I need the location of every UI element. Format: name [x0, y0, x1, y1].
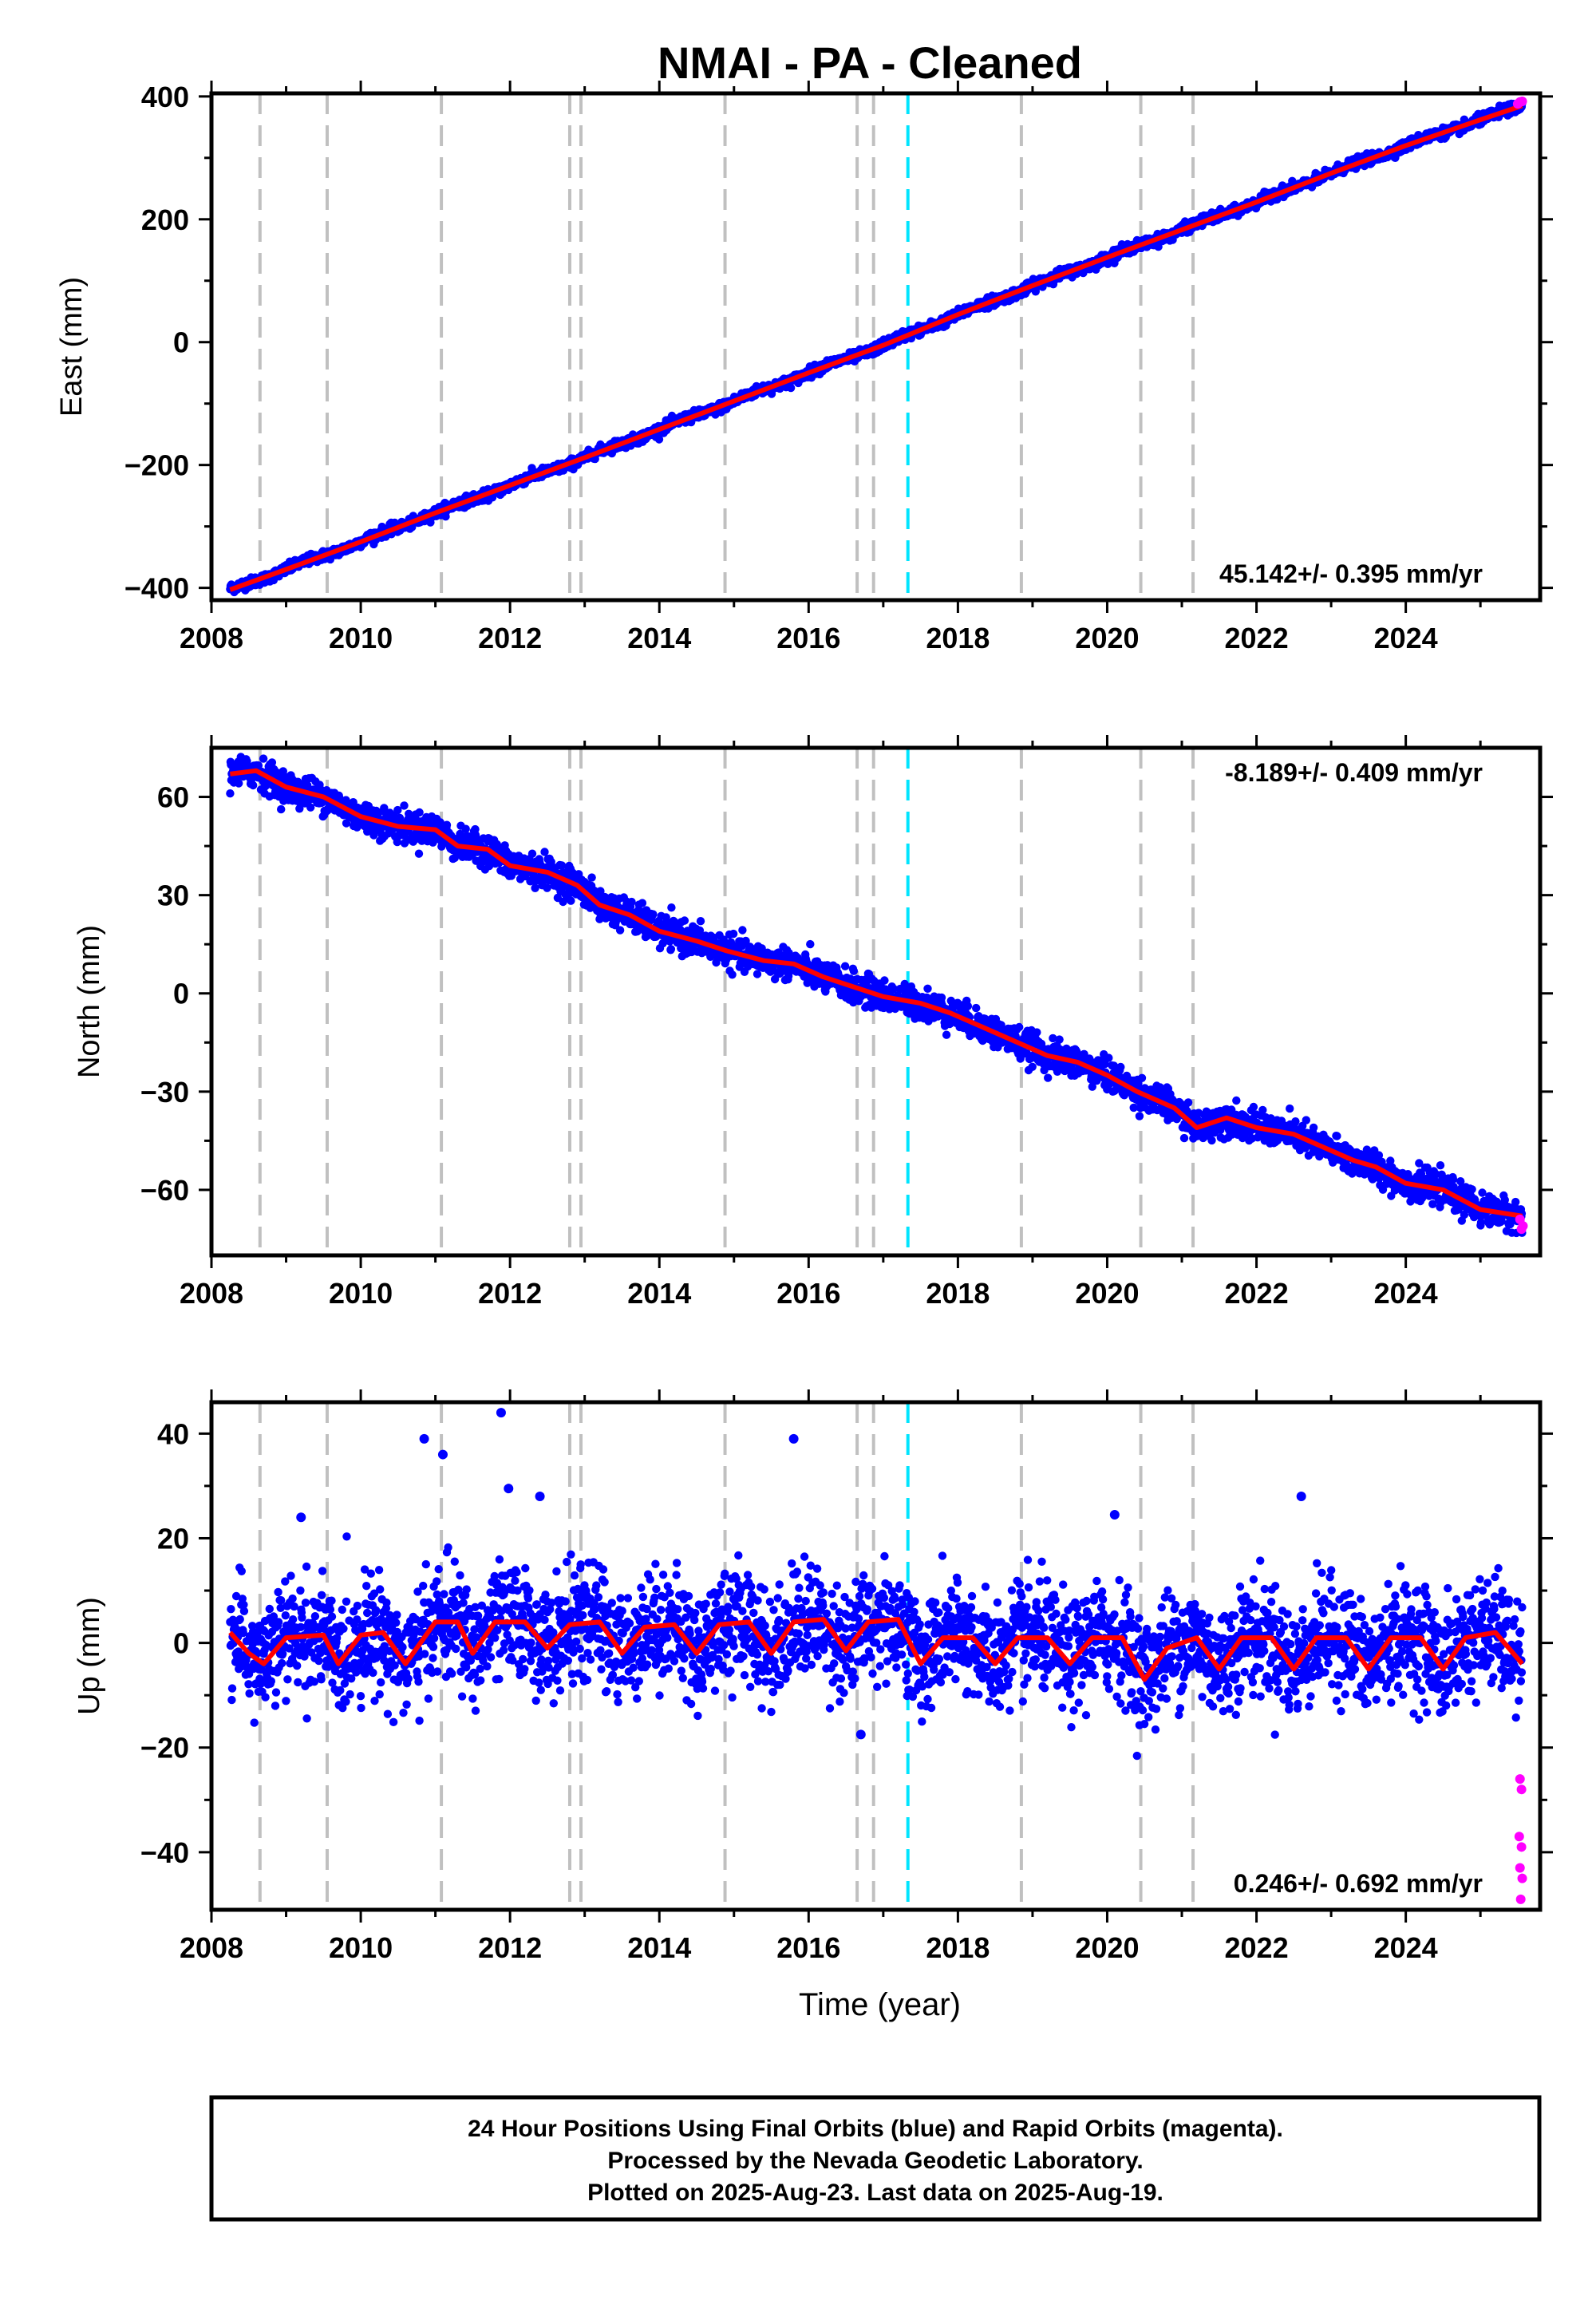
north-point-102 [267, 758, 277, 767]
north-point-56 [249, 781, 258, 790]
east-point-1045 [654, 435, 664, 444]
north-point-1223 [728, 970, 737, 979]
east-ytick-label-1: −200 [124, 449, 189, 482]
north-point-1284 [753, 970, 762, 978]
north-point-512 [436, 818, 444, 827]
north-point-1004 [638, 899, 647, 907]
east-event-lines [258, 93, 1195, 600]
east-rapid-point-2 [1517, 97, 1527, 107]
north-point-902 [596, 887, 605, 895]
north-point-1107 [680, 916, 689, 925]
north-point-124 [277, 804, 286, 814]
east-ytick-label-3: 200 [141, 204, 189, 236]
north-point-424 [400, 801, 409, 810]
east-frame [209, 91, 1543, 603]
east-xtick-label-1: 2010 [329, 622, 393, 654]
north-point-782 [547, 857, 555, 867]
north-point-1519 [849, 966, 859, 975]
east-xtick-label-8: 2024 [1374, 622, 1438, 654]
north-point-407 [393, 837, 401, 847]
north-point-1594 [880, 976, 889, 985]
north-point-743 [531, 883, 539, 893]
east-panel: 2008 2010 2012 2014 2016 2018 2020 2022 2024 −400… [55, 81, 1553, 654]
north-point-1074 [666, 945, 676, 954]
north-point-736 [527, 849, 537, 858]
north-point-1256 [741, 936, 750, 946]
north-point-1745 [942, 1030, 951, 1039]
east-xtick-label-6: 2020 [1075, 622, 1139, 654]
east-ylabel: East (mm) [55, 277, 89, 417]
east-xtick-label-3: 2014 [627, 622, 691, 654]
north-point-772 [543, 883, 551, 892]
north-point-460 [414, 849, 424, 858]
north-point-1248 [738, 926, 747, 935]
north-point-1733 [937, 993, 946, 1002]
north-point-0 [226, 789, 235, 798]
east-xtick-label-5: 2018 [926, 622, 990, 654]
east-xtick-label-0: 2008 [180, 622, 243, 654]
north-point-81 [259, 754, 268, 763]
east-rapid-points [1512, 97, 1527, 109]
north-point-992 [633, 927, 642, 936]
north-point-1616 [889, 984, 899, 994]
east-xtick-label-7: 2022 [1225, 622, 1289, 654]
north-point-283 [342, 819, 351, 828]
north-point-196 [306, 803, 315, 812]
north-point-1413 [806, 939, 815, 949]
north-point-1226 [729, 929, 738, 939]
north-point-1146 [696, 917, 705, 926]
north-point-808 [557, 861, 567, 870]
east-ytick-label-4: 400 [141, 81, 189, 113]
north-point-1144 [695, 926, 705, 935]
north-event-lines [258, 748, 1195, 1255]
figure-title: NMAI - PA - Cleaned [658, 38, 1082, 88]
east-point-1366 [786, 383, 796, 393]
north-point-574 [461, 824, 470, 833]
north-point-1327 [770, 974, 780, 984]
north-point-1030 [649, 910, 658, 919]
north-point-435 [405, 809, 413, 818]
east-axis-ticks [199, 81, 1553, 613]
east-rate-label: 45.142+/- 0.395 mm/yr [1219, 559, 1483, 588]
east-xtick-label-2: 2012 [478, 622, 542, 654]
east-xtick-label-4: 2016 [776, 622, 840, 654]
north-point-408 [393, 805, 402, 815]
north-point-21 [235, 779, 243, 788]
north-point-461 [415, 808, 424, 817]
north-point-1075 [667, 903, 676, 912]
north-point-1498 [840, 962, 850, 970]
north-point-881 [587, 873, 596, 882]
north-point-766 [540, 848, 549, 856]
north-point-528 [442, 820, 452, 829]
east-ytick-label-2: 0 [173, 326, 189, 359]
east-ytick-label-0: −400 [124, 572, 189, 605]
north-point-978 [627, 897, 636, 907]
north-point-950 [615, 926, 625, 935]
east-model-line [229, 103, 1523, 592]
north-point-1699 [923, 984, 932, 994]
north-panel: 2008 2010 2012 2014 2016 2018 2020 2022 2024−60−… [73, 735, 1553, 1310]
north-point-830 [567, 896, 575, 905]
